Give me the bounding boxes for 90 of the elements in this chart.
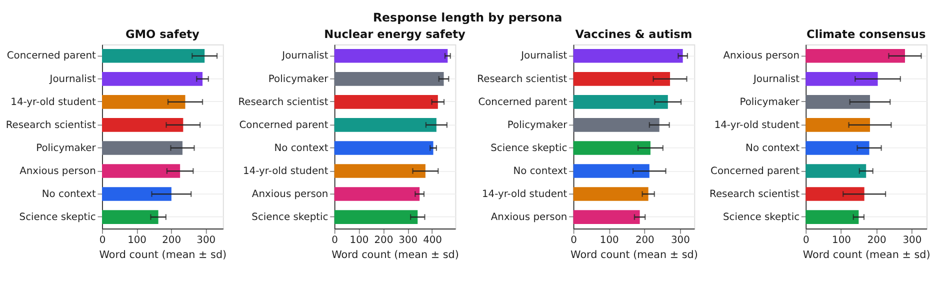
bar <box>573 141 650 155</box>
y-tick-label: No context <box>42 188 96 200</box>
y-tick-label: Anxious person <box>723 50 800 62</box>
x-tick-label: 200 <box>374 235 394 246</box>
bar <box>806 187 864 201</box>
x-tick-label: 100 <box>832 235 851 246</box>
x-tick-label: 300 <box>196 235 216 246</box>
bar <box>334 164 426 178</box>
bar <box>573 48 683 63</box>
x-tick-label: 300 <box>902 235 922 246</box>
bar <box>102 48 205 63</box>
bar <box>806 72 878 86</box>
y-tick-label: Science skeptic <box>252 212 328 223</box>
x-tick-label: 200 <box>162 235 182 246</box>
bar <box>573 187 648 201</box>
x-tick-label: 200 <box>635 235 654 246</box>
y-tick-label: Research scientist <box>710 188 800 200</box>
y-tick-label: Research scientist <box>477 74 568 85</box>
bar <box>102 95 186 109</box>
y-tick-label: Journalist <box>520 50 568 62</box>
y-tick-label: Policymaker <box>740 96 800 108</box>
y-tick-label: Policymaker <box>36 142 97 154</box>
y-tick-label: Science skeptic <box>19 212 96 223</box>
y-tick-label: No context <box>513 166 568 177</box>
y-tick-label: Science skeptic <box>722 212 800 223</box>
y-tick-label: 14-yr-old student <box>10 96 96 108</box>
y-tick-label: Anxious person <box>20 166 96 177</box>
bar <box>334 95 438 109</box>
y-tick-label: Research scientist <box>6 120 96 131</box>
bar <box>334 118 436 132</box>
bar <box>334 187 420 201</box>
x-tick-label: 300 <box>670 235 690 246</box>
chart-title: Nuclear energy safety <box>324 26 466 41</box>
x-axis-title: Word count (mean ± sd) <box>332 248 459 261</box>
x-tick-label: 300 <box>398 235 418 246</box>
y-tick-label: No context <box>274 142 328 154</box>
bar <box>102 72 203 86</box>
bar <box>102 210 158 224</box>
y-tick-label: Concerned parent <box>478 96 568 108</box>
x-tick-label: 0 <box>332 235 338 246</box>
bar <box>806 118 870 132</box>
bar <box>334 48 448 63</box>
x-tick-label: 100 <box>350 235 369 246</box>
y-tick-label: 14-yr-old student <box>714 120 800 131</box>
y-tick-label: 14-yr-old student <box>482 188 568 200</box>
bar <box>573 164 650 178</box>
x-tick-label: 0 <box>99 235 106 246</box>
y-tick-label: Concerned parent <box>239 120 328 131</box>
bar <box>334 141 434 155</box>
y-tick-label: Policymaker <box>268 74 330 85</box>
bar <box>573 72 670 86</box>
y-tick-label: Journalist <box>752 74 800 85</box>
bar <box>102 164 180 178</box>
bar <box>334 72 444 86</box>
bar <box>806 210 859 224</box>
y-tick-label: 14-yr-old student <box>243 166 328 177</box>
x-tick-label: 100 <box>128 235 146 246</box>
bar <box>102 118 184 132</box>
bar <box>806 95 870 109</box>
chart-title: Climate consensus <box>806 26 926 41</box>
bar <box>806 48 905 63</box>
y-tick-label: Concerned parent <box>710 166 800 177</box>
bar <box>334 210 418 224</box>
y-tick-label: Anxious person <box>252 188 328 200</box>
y-tick-label: Policymaker <box>507 120 568 131</box>
x-tick-label: 0 <box>570 235 577 246</box>
x-axis-title: Word count (mean ± sd) <box>99 248 227 261</box>
y-tick-label: Journalist <box>281 50 328 62</box>
bar <box>806 141 870 155</box>
chart-title: Vaccines & autism <box>575 26 692 41</box>
x-tick-label: 100 <box>600 235 619 246</box>
bar <box>806 164 866 178</box>
text: Response length by persona <box>372 10 562 25</box>
bar <box>573 95 668 109</box>
y-tick-label: Research scientist <box>238 96 328 108</box>
x-tick-label: 200 <box>867 235 886 246</box>
x-axis-title: Word count (mean ± sd) <box>802 248 930 261</box>
y-tick-label: Concerned parent <box>6 50 96 62</box>
chart-title: GMO safety <box>125 26 200 41</box>
x-axis-title: Word count (mean ± sd) <box>570 248 698 261</box>
y-tick-label: No context <box>746 142 800 154</box>
y-tick-label: Science skeptic <box>490 142 568 154</box>
y-tick-label: Journalist <box>48 74 96 85</box>
bar <box>573 118 660 132</box>
bar <box>102 187 172 201</box>
bar <box>573 210 640 224</box>
x-tick-label: 400 <box>423 235 442 246</box>
bar <box>102 141 182 155</box>
x-tick-label: 0 <box>802 235 810 246</box>
y-tick-label: Anxious person <box>490 212 568 223</box>
